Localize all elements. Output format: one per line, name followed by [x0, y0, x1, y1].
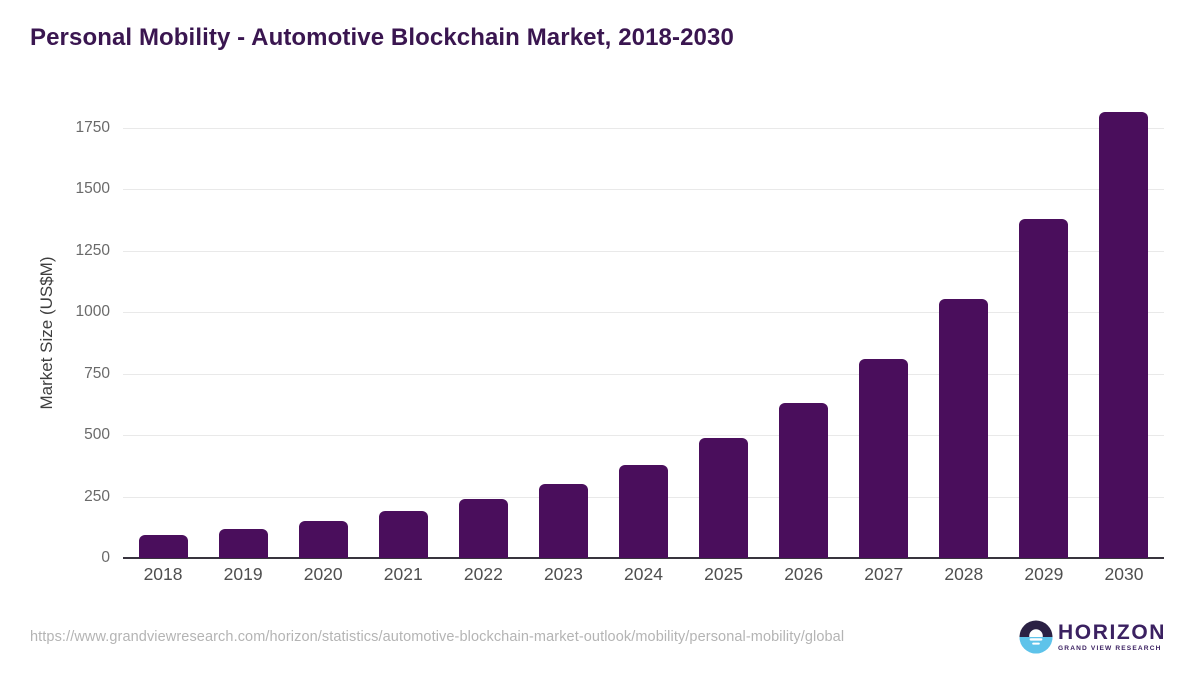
gridline: [123, 189, 1164, 190]
y-tick-label: 750: [84, 364, 110, 382]
source-url: https://www.grandviewresearch.com/horizo…: [30, 629, 845, 645]
bar-slot: [123, 98, 203, 558]
gridline: [123, 312, 1164, 313]
bar-2030[interactable]: [1099, 111, 1149, 558]
x-tick-label: 2030: [1104, 564, 1144, 584]
x-tick-label: 2028: [944, 564, 984, 584]
chart-title: Personal Mobility - Automotive Blockchai…: [30, 24, 734, 51]
bar-2022[interactable]: [458, 499, 508, 558]
bar-2023[interactable]: [538, 484, 588, 558]
bars-container: [123, 98, 1164, 558]
gridline: [123, 435, 1164, 436]
y-tick-label: 1500: [75, 180, 110, 197]
bar-2024[interactable]: [619, 464, 668, 558]
bar-slot: [1004, 98, 1084, 558]
bar-2029[interactable]: [1019, 218, 1069, 558]
gridline: [123, 250, 1164, 252]
logo-wordmark: HORIZON: [1058, 621, 1167, 644]
x-tick-label: 2025: [704, 564, 744, 584]
bar-2025[interactable]: [699, 437, 749, 558]
bar-2021[interactable]: [378, 511, 428, 558]
bar-slot: [363, 98, 443, 558]
x-tick-label: 2019: [223, 564, 263, 584]
bar-slot: [764, 98, 844, 558]
bar-2026[interactable]: [779, 403, 829, 558]
gridline: [123, 127, 1164, 129]
bar-slot: [523, 98, 603, 558]
y-tick-label: 500: [84, 426, 110, 443]
x-tick-label: 2018: [143, 564, 183, 584]
x-axis-labels: 2018 2019 2020 2021 2022 2023 2024 2025 2026 2027…: [123, 564, 1164, 585]
logo-text: HORIZON GRAND VIEW RESEARCH: [1058, 621, 1167, 653]
bar-slot: [844, 98, 924, 558]
x-tick-label: 2022: [463, 564, 503, 584]
x-tick-label: 2024: [624, 564, 663, 584]
bar-slot: [603, 98, 683, 558]
y-axis-title: Market Size (US$M): [37, 256, 56, 410]
bar-slot: [1084, 98, 1164, 558]
x-tick-label: 2029: [1024, 564, 1064, 584]
gridline: [123, 373, 1164, 375]
y-tick-label: 1250: [75, 241, 110, 259]
bar-2027[interactable]: [859, 358, 909, 558]
bar-2020[interactable]: [298, 521, 348, 558]
bar-slot: [443, 98, 523, 558]
bar-chart: [123, 98, 1164, 559]
bar-2019[interactable]: [218, 528, 268, 558]
logo-subtitle: GRAND VIEW RESEARCH: [1058, 645, 1162, 652]
x-tick-label: 2021: [383, 564, 423, 584]
x-tick-label: 2023: [543, 564, 583, 584]
x-tick-label: 2027: [864, 564, 904, 584]
bar-slot: [684, 98, 764, 558]
x-tick-label: 2026: [784, 564, 824, 584]
x-axis-line: [123, 557, 1164, 559]
bar-slot: [924, 98, 1004, 558]
bar-slot: [203, 98, 283, 558]
x-tick-label: 2020: [303, 564, 343, 584]
bar-slot: [283, 98, 363, 558]
bar-2018[interactable]: [138, 534, 188, 558]
y-tick-label: 0: [101, 549, 110, 566]
horizon-logo-icon: [1019, 620, 1053, 654]
horizon-logo: HORIZON GRAND VIEW RESEARCH: [1019, 620, 1166, 654]
y-tick-label: 1000: [75, 303, 110, 320]
y-tick-label: 250: [84, 487, 110, 505]
y-tick-label: 1750: [75, 118, 110, 136]
bar-2028[interactable]: [939, 298, 989, 558]
